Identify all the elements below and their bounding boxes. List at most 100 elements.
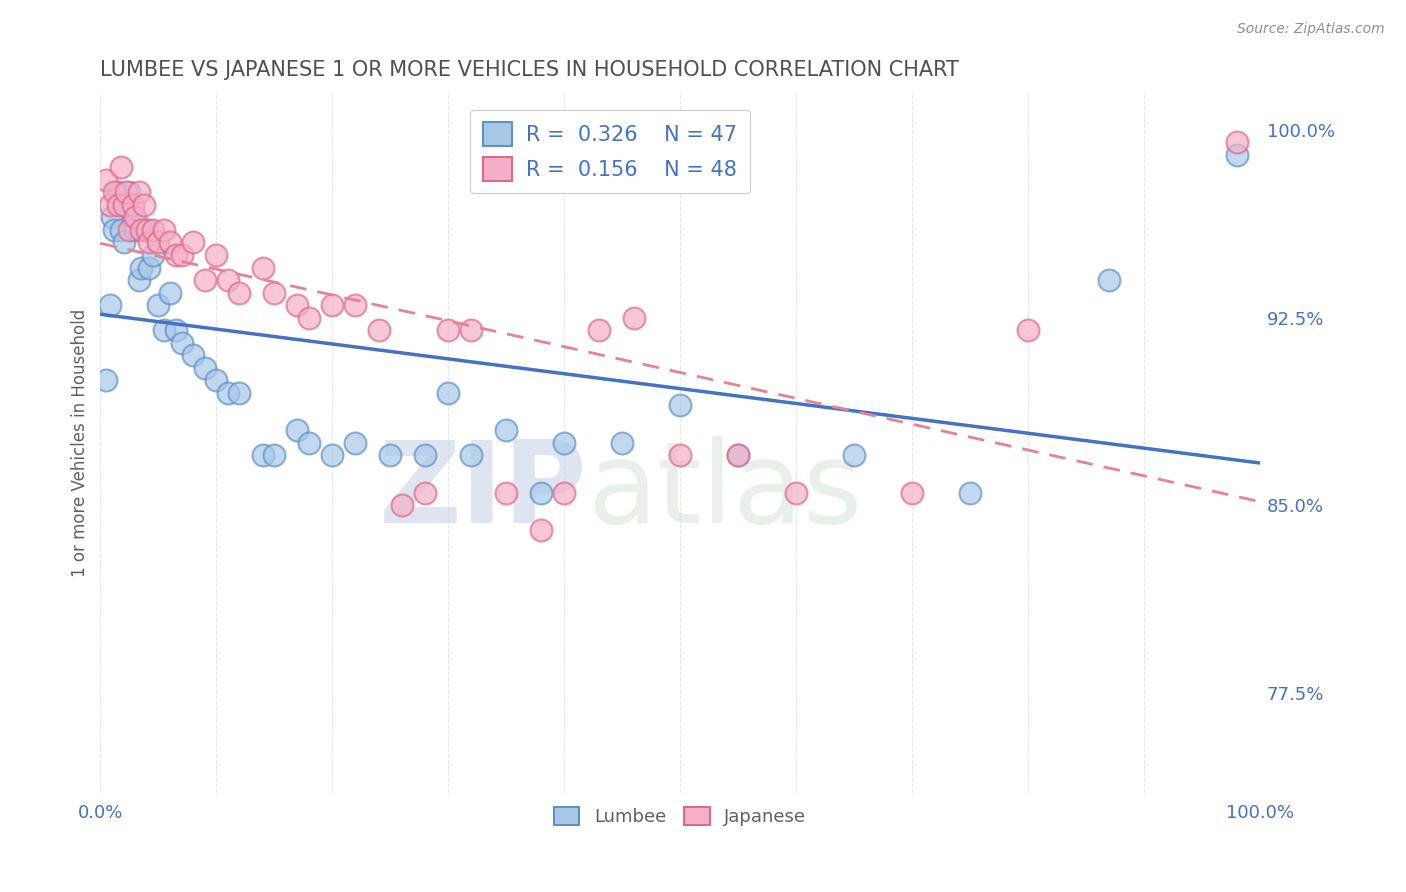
- Point: [530, 524, 553, 538]
- Point: [118, 223, 141, 237]
- Point: [205, 373, 228, 387]
- Point: [121, 198, 143, 212]
- Point: [530, 486, 553, 500]
- Point: [110, 161, 132, 175]
- Point: [413, 448, 436, 462]
- Point: [138, 260, 160, 275]
- Legend: Lumbee, Japanese: Lumbee, Japanese: [547, 799, 813, 833]
- Text: ZIP: ZIP: [378, 436, 588, 548]
- Point: [287, 298, 309, 312]
- Point: [148, 235, 170, 250]
- Point: [110, 223, 132, 237]
- Point: [263, 285, 285, 300]
- Point: [107, 198, 129, 212]
- Point: [112, 198, 135, 212]
- Point: [170, 335, 193, 350]
- Point: [959, 486, 981, 500]
- Point: [94, 173, 117, 187]
- Point: [344, 435, 367, 450]
- Point: [181, 348, 204, 362]
- Point: [623, 310, 645, 325]
- Point: [129, 223, 152, 237]
- Point: [460, 323, 482, 337]
- Text: Source: ZipAtlas.com: Source: ZipAtlas.com: [1237, 22, 1385, 37]
- Point: [129, 260, 152, 275]
- Point: [94, 373, 117, 387]
- Point: [727, 448, 749, 462]
- Point: [124, 223, 146, 237]
- Point: [669, 398, 692, 412]
- Point: [135, 223, 157, 237]
- Point: [112, 235, 135, 250]
- Point: [553, 435, 575, 450]
- Point: [107, 186, 129, 200]
- Point: [170, 248, 193, 262]
- Point: [252, 260, 274, 275]
- Point: [1226, 148, 1249, 162]
- Point: [159, 235, 181, 250]
- Point: [194, 273, 217, 287]
- Point: [181, 235, 204, 250]
- Text: LUMBEE VS JAPANESE 1 OR MORE VEHICLES IN HOUSEHOLD CORRELATION CHART: LUMBEE VS JAPANESE 1 OR MORE VEHICLES IN…: [100, 60, 959, 79]
- Y-axis label: 1 or more Vehicles in Household: 1 or more Vehicles in Household: [72, 309, 89, 577]
- Point: [101, 211, 124, 225]
- Point: [103, 186, 125, 200]
- Point: [391, 499, 413, 513]
- Point: [287, 423, 309, 437]
- Point: [437, 385, 460, 400]
- Point: [727, 448, 749, 462]
- Point: [115, 198, 138, 212]
- Point: [1017, 323, 1039, 337]
- Point: [437, 323, 460, 337]
- Point: [128, 273, 150, 287]
- Point: [165, 248, 187, 262]
- Point: [228, 285, 250, 300]
- Point: [901, 486, 924, 500]
- Point: [367, 323, 389, 337]
- Point: [134, 223, 156, 237]
- Point: [298, 435, 321, 450]
- Point: [135, 223, 157, 237]
- Point: [217, 273, 239, 287]
- Point: [842, 448, 865, 462]
- Point: [380, 448, 402, 462]
- Point: [121, 211, 143, 225]
- Point: [134, 198, 156, 212]
- Point: [165, 323, 187, 337]
- Point: [194, 360, 217, 375]
- Point: [153, 223, 176, 237]
- Point: [228, 385, 250, 400]
- Point: [217, 385, 239, 400]
- Point: [153, 323, 176, 337]
- Point: [588, 323, 610, 337]
- Point: [252, 448, 274, 462]
- Point: [115, 186, 138, 200]
- Point: [263, 448, 285, 462]
- Point: [785, 486, 807, 500]
- Point: [495, 423, 517, 437]
- Point: [205, 248, 228, 262]
- Point: [124, 211, 146, 225]
- Point: [553, 486, 575, 500]
- Point: [460, 448, 482, 462]
- Point: [669, 448, 692, 462]
- Point: [298, 310, 321, 325]
- Point: [141, 248, 163, 262]
- Point: [1098, 273, 1121, 287]
- Point: [128, 186, 150, 200]
- Point: [1226, 136, 1249, 150]
- Point: [159, 285, 181, 300]
- Point: [118, 186, 141, 200]
- Point: [495, 486, 517, 500]
- Point: [98, 298, 121, 312]
- Point: [321, 448, 343, 462]
- Point: [413, 486, 436, 500]
- Point: [148, 298, 170, 312]
- Point: [98, 198, 121, 212]
- Point: [103, 223, 125, 237]
- Point: [141, 223, 163, 237]
- Point: [344, 298, 367, 312]
- Point: [610, 435, 633, 450]
- Point: [321, 298, 343, 312]
- Point: [138, 235, 160, 250]
